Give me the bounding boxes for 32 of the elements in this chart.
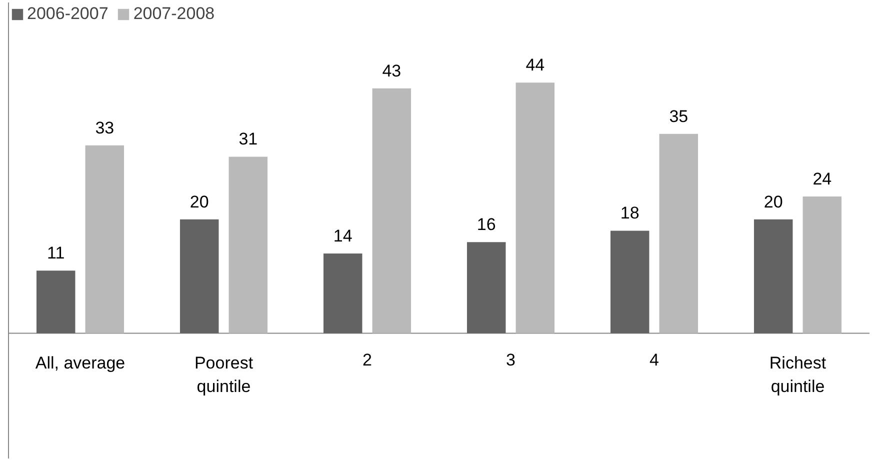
bar: [754, 219, 793, 334]
bar: [228, 156, 268, 334]
data-label: 33: [95, 118, 114, 138]
data-label: 11: [47, 244, 65, 263]
legend-label: 2007-2008: [133, 4, 215, 24]
data-label: 24: [812, 170, 832, 189]
bar: [659, 134, 698, 334]
bar: [36, 270, 76, 334]
bar: [610, 230, 650, 334]
bar: [802, 196, 842, 334]
x-tick-label: Poorest quintile: [194, 353, 254, 396]
bar: [466, 242, 506, 334]
data-label: 35: [669, 106, 688, 126]
data-label: 18: [620, 204, 640, 223]
x-tick-label: All, average: [35, 353, 126, 372]
bar: [372, 88, 412, 334]
data-label: 44: [526, 56, 545, 75]
x-tick-label: Richest quintile: [769, 353, 826, 396]
bar: [323, 254, 362, 334]
legend-label: 2006-2007: [27, 4, 108, 24]
x-tick-label: 2: [362, 350, 372, 370]
bar: [85, 145, 124, 334]
x-tick-label: 4: [650, 350, 659, 370]
bar: [516, 82, 555, 334]
x-tick-label: 3: [506, 350, 516, 370]
data-label: 43: [382, 61, 402, 80]
data-label: 20: [764, 192, 783, 212]
data-label: 16: [476, 215, 496, 234]
data-label: 20: [190, 192, 209, 212]
bar: [180, 219, 219, 334]
data-label: 31: [238, 130, 258, 149]
data-label: 14: [333, 226, 352, 246]
